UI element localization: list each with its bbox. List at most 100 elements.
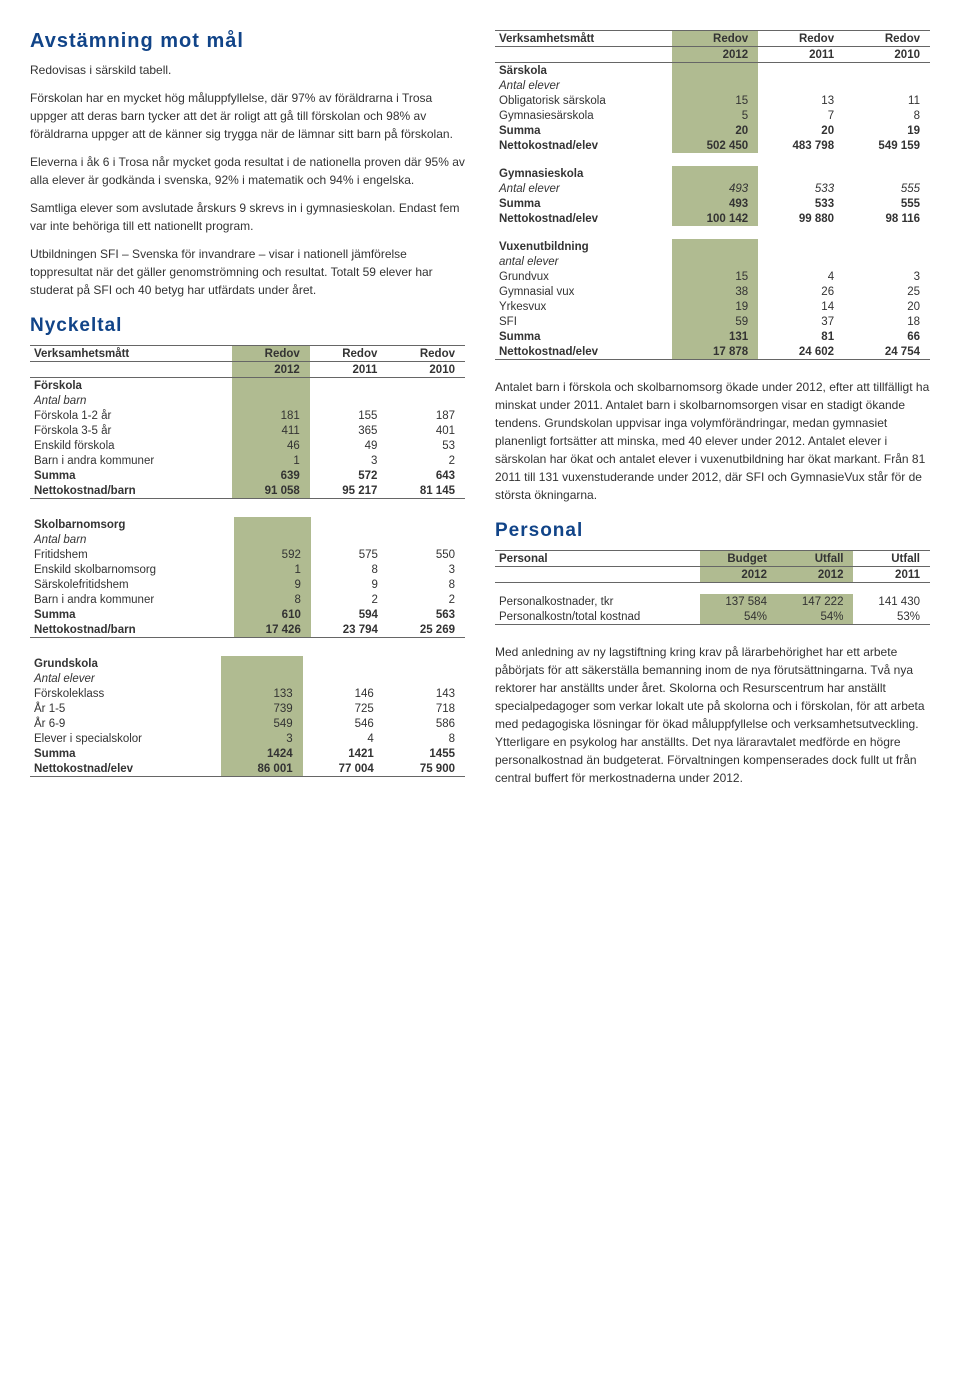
cell: Förskoleklass <box>30 686 221 701</box>
cell: 11 <box>844 93 930 108</box>
cell: 586 <box>384 716 465 731</box>
th: 2012 <box>232 362 310 378</box>
cell: 592 <box>234 547 311 562</box>
th: 2012 <box>700 567 777 583</box>
cell: 555 <box>844 181 930 196</box>
th: Personal <box>495 551 700 567</box>
cell: 8 <box>388 577 465 592</box>
table-personal: Personal Budget Utfall Utfall 2012 2012 … <box>495 550 930 625</box>
cell: 37 <box>758 314 844 329</box>
cell: Summa <box>495 196 672 211</box>
cell: 572 <box>310 468 388 483</box>
cell: 4 <box>303 731 384 746</box>
cell: 1424 <box>221 746 302 761</box>
th: 2010 <box>844 47 930 63</box>
cell: 187 <box>387 408 465 423</box>
cell: 3 <box>310 453 388 468</box>
section-title: Särskola <box>495 63 672 79</box>
cell: 533 <box>758 196 844 211</box>
th: Utfall <box>853 551 930 567</box>
para: Samtliga elever som avslutade årskurs 9 … <box>30 199 465 235</box>
cell: 59 <box>672 314 758 329</box>
cell: 2 <box>387 453 465 468</box>
cell: Nettokostnad/elev <box>495 344 672 360</box>
cell: 98 116 <box>844 211 930 226</box>
cell: Barn i andra kommuner <box>30 453 232 468</box>
cell: Nettokostnad/elev <box>495 138 672 153</box>
cell: 8 <box>234 592 311 607</box>
cell: 53% <box>853 609 930 625</box>
cell: Grundvux <box>495 269 672 284</box>
cell: År 1-5 <box>30 701 221 716</box>
table-skolbarnomsorg: Skolbarnomsorg Antal barn Fritidshem5925… <box>30 517 465 638</box>
cell: 46 <box>232 438 310 453</box>
cell: 4 <box>758 269 844 284</box>
section-title: Förskola <box>30 378 232 394</box>
cell: 8 <box>384 731 465 746</box>
cell: 81 <box>758 329 844 344</box>
cell: 137 584 <box>700 594 777 609</box>
cell: 493 <box>672 181 758 196</box>
cell: 718 <box>384 701 465 716</box>
th: 2011 <box>758 47 844 63</box>
cell: 639 <box>232 468 310 483</box>
cell: 143 <box>384 686 465 701</box>
cell: 20 <box>844 299 930 314</box>
th: 2011 <box>310 362 388 378</box>
cell: 19 <box>672 299 758 314</box>
cell: Personalkostnader, tkr <box>495 594 700 609</box>
cell: 66 <box>844 329 930 344</box>
cell: Summa <box>30 607 234 622</box>
cell: 1455 <box>384 746 465 761</box>
cell: 133 <box>221 686 302 701</box>
cell: 17 878 <box>672 344 758 360</box>
section-sub: Antal elever <box>495 78 672 93</box>
cell: 181 <box>232 408 310 423</box>
table-right: Verksamhetsmått Redov Redov Redov 2012 2… <box>495 30 930 360</box>
cell: 9 <box>311 577 388 592</box>
cell: 19 <box>844 123 930 138</box>
cell: Summa <box>495 329 672 344</box>
th: Redov <box>387 346 465 362</box>
cell: 643 <box>387 468 465 483</box>
cell: 23 794 <box>311 622 388 638</box>
cell: 131 <box>672 329 758 344</box>
cell: Summa <box>495 123 672 138</box>
cell: 75 900 <box>384 761 465 777</box>
cell: Summa <box>30 746 221 761</box>
cell: 26 <box>758 284 844 299</box>
para: Förskolan har en mycket hög måluppfyllel… <box>30 89 465 143</box>
cell: 546 <box>303 716 384 731</box>
para: Eleverna i åk 6 i Trosa når mycket goda … <box>30 153 465 189</box>
cell: Förskola 1-2 år <box>30 408 232 423</box>
cell: 24 754 <box>844 344 930 360</box>
cell: 549 159 <box>844 138 930 153</box>
cell: 725 <box>303 701 384 716</box>
cell: 95 217 <box>310 483 388 499</box>
cell: 5 <box>672 108 758 123</box>
th: 2011 <box>853 567 930 583</box>
cell: 99 880 <box>758 211 844 226</box>
th: Verksamhetsmått <box>30 346 232 362</box>
cell: 3 <box>388 562 465 577</box>
cell: Barn i andra kommuner <box>30 592 234 607</box>
th: Redov <box>672 31 758 47</box>
cell: 147 222 <box>777 594 854 609</box>
para: Redovisas i särskild tabell. <box>30 61 465 79</box>
cell: Obligatorisk särskola <box>495 93 672 108</box>
cell: 610 <box>234 607 311 622</box>
cell: Antal elever <box>495 181 672 196</box>
cell: 7 <box>758 108 844 123</box>
cell: Fritidshem <box>30 547 234 562</box>
cell: 25 <box>844 284 930 299</box>
cell: 155 <box>310 408 388 423</box>
section-sub: Antal elever <box>30 671 221 686</box>
cell: Nettokostnad/barn <box>30 622 234 638</box>
cell: Förskola 3-5 år <box>30 423 232 438</box>
para: Med anledning av ny lagstiftning kring k… <box>495 643 930 787</box>
table-grundskola: Grundskola Antal elever Förskoleklass133… <box>30 656 465 777</box>
cell: 25 269 <box>388 622 465 638</box>
cell: 575 <box>311 547 388 562</box>
section-title: Gymnasieskola <box>495 166 672 181</box>
cell: 411 <box>232 423 310 438</box>
